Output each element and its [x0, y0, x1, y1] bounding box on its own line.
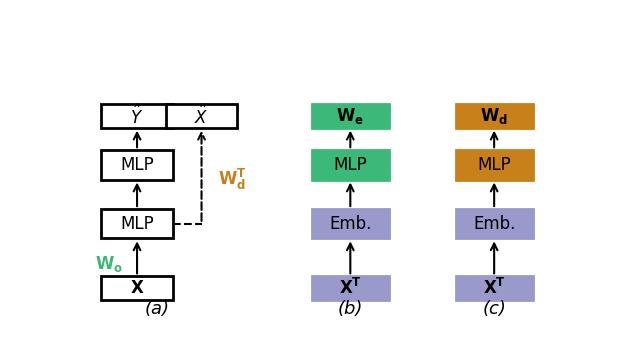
- Text: $\mathbf{W_d}$: $\mathbf{W_d}$: [480, 106, 508, 126]
- Text: $\mathbf{X}$: $\mathbf{X}$: [130, 279, 144, 297]
- Text: $\mathbf{W_e}$: $\mathbf{W_e}$: [337, 106, 364, 126]
- Text: $\mathbf{W_o}$: $\mathbf{W_o}$: [95, 254, 123, 274]
- FancyBboxPatch shape: [101, 104, 173, 128]
- Text: $\mathbf{W_d^T}$: $\mathbf{W_d^T}$: [218, 167, 246, 192]
- Text: (a): (a): [145, 300, 170, 318]
- Text: MLP: MLP: [120, 156, 154, 174]
- Text: $\hat{Y}$: $\hat{Y}$: [131, 104, 143, 128]
- FancyBboxPatch shape: [101, 209, 173, 238]
- FancyBboxPatch shape: [312, 209, 388, 238]
- FancyBboxPatch shape: [166, 104, 237, 128]
- Text: Emb.: Emb.: [473, 215, 515, 233]
- Text: $\mathbf{X^T}$: $\mathbf{X^T}$: [339, 278, 362, 298]
- Text: MLP: MLP: [477, 156, 511, 174]
- Text: MLP: MLP: [120, 215, 154, 233]
- Text: (b): (b): [338, 300, 363, 318]
- FancyBboxPatch shape: [456, 209, 532, 238]
- Text: $\hat{X}$: $\hat{X}$: [195, 104, 209, 128]
- Text: (c): (c): [482, 300, 506, 318]
- FancyBboxPatch shape: [456, 276, 532, 300]
- Text: $\mathbf{X^T}$: $\mathbf{X^T}$: [483, 278, 506, 298]
- Text: MLP: MLP: [333, 156, 367, 174]
- FancyBboxPatch shape: [312, 104, 388, 128]
- FancyBboxPatch shape: [312, 150, 388, 179]
- FancyBboxPatch shape: [101, 150, 173, 179]
- FancyBboxPatch shape: [456, 104, 532, 128]
- FancyBboxPatch shape: [101, 276, 173, 300]
- FancyBboxPatch shape: [456, 150, 532, 179]
- Text: Emb.: Emb.: [329, 215, 371, 233]
- FancyBboxPatch shape: [312, 276, 388, 300]
